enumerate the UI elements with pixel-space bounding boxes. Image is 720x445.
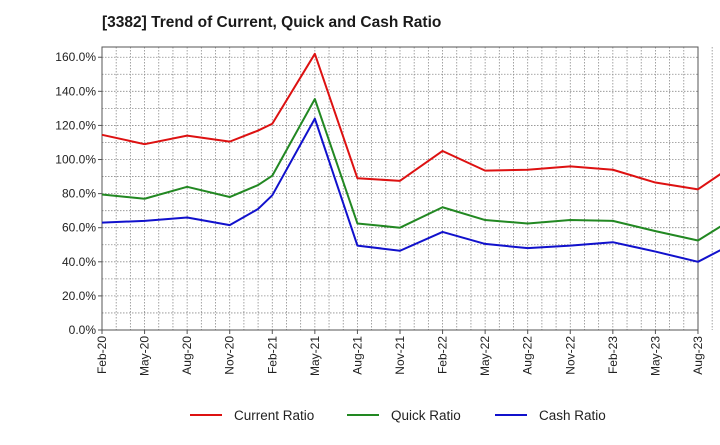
x-tick-label: Feb-20 bbox=[95, 336, 109, 374]
series-line-current-ratio bbox=[101, 52, 720, 191]
y-tick-label: 160.0% bbox=[55, 50, 96, 64]
x-tick-label: Nov-21 bbox=[393, 336, 407, 375]
x-tick-label: Aug-21 bbox=[350, 336, 364, 375]
y-tick-label: 0.0% bbox=[69, 323, 97, 337]
x-tick-label: May-23 bbox=[648, 336, 662, 376]
y-tick-label: 60.0% bbox=[62, 221, 96, 235]
legend-label-quick-ratio: Quick Ratio bbox=[391, 408, 461, 423]
legend-label-current-ratio: Current Ratio bbox=[234, 408, 314, 423]
legend-label-cash-ratio: Cash Ratio bbox=[539, 408, 606, 423]
x-tick-label: May-20 bbox=[138, 336, 152, 376]
x-tick-label: Aug-20 bbox=[180, 336, 194, 375]
series-line-cash-ratio bbox=[101, 117, 720, 263]
y-tick-label: 80.0% bbox=[62, 187, 96, 201]
x-tick-label: May-21 bbox=[308, 336, 322, 376]
y-tick-label: 40.0% bbox=[62, 255, 96, 269]
y-tick-label: 140.0% bbox=[55, 84, 96, 98]
x-tick-label: Nov-22 bbox=[563, 336, 577, 375]
x-tick-label: May-22 bbox=[478, 336, 492, 376]
y-tick-label: 20.0% bbox=[62, 289, 96, 303]
chart-title: [3382] Trend of Current, Quick and Cash … bbox=[102, 14, 442, 31]
x-tick-label: Nov-20 bbox=[223, 336, 237, 375]
series-line-quick-ratio bbox=[101, 98, 720, 242]
x-tick-label: Feb-23 bbox=[606, 336, 620, 374]
x-tick-label: Feb-22 bbox=[436, 336, 450, 374]
x-tick-label: Aug-23 bbox=[691, 336, 705, 375]
x-tick-label: Aug-22 bbox=[521, 336, 535, 375]
x-tick-label: Feb-21 bbox=[265, 336, 279, 374]
y-tick-label: 120.0% bbox=[55, 118, 96, 132]
y-tick-label: 100.0% bbox=[55, 153, 96, 167]
